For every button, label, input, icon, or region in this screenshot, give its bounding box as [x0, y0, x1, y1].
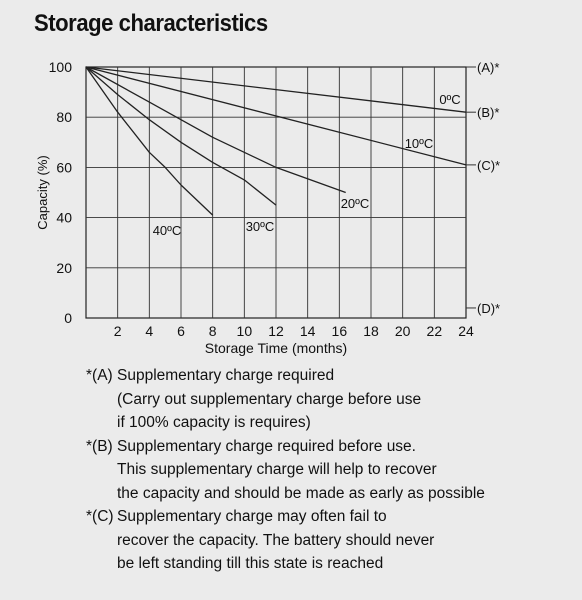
marker-label: (C)* [477, 158, 500, 173]
x-tick-label: 2 [114, 323, 122, 339]
note-b: *(B) Supplementary charge required befor… [86, 435, 566, 506]
note-line: (Carry out supplementary charge before u… [117, 390, 422, 408]
series-line [85, 66, 467, 113]
series-label: 0ºC [439, 92, 460, 107]
y-axis-title: Capacity (%) [35, 155, 50, 229]
notes: *(A) Supplementary charge required (Carr… [86, 364, 566, 576]
series-label: 10ºC [405, 136, 434, 151]
x-tick-label: 20 [395, 323, 411, 339]
series-line [85, 66, 277, 206]
x-tick-label: 14 [300, 323, 316, 339]
note-line: This supplementary charge will help to r… [117, 461, 437, 478]
y-tick-label: 80 [56, 109, 72, 125]
x-tick-label: 4 [145, 323, 153, 339]
x-tick-label: 24 [458, 323, 474, 339]
note-key: *(B) [86, 437, 113, 455]
note-line: Supplementary charge required before use… [117, 437, 416, 455]
x-tick-label: 6 [177, 323, 185, 339]
note-key: *(A) [86, 367, 113, 384]
series-label: 20ºC [341, 196, 370, 211]
marker-label: (A)* [477, 60, 499, 75]
marker-label: (D)* [477, 301, 500, 316]
storage-chart: 2 4 6 8 10 12 14 16 18 20 22 24020406080100Storage … [35, 59, 500, 356]
series-line [85, 66, 346, 194]
x-axis-title: Storage Time (months) [205, 340, 347, 356]
note-a: *(A) Supplementary charge required (Carr… [86, 364, 566, 435]
note-line: if 100% capacity is requires) [117, 414, 311, 431]
note-c: *(C) Supplementary charge may often fail… [86, 505, 566, 576]
x-tick-label: 18 [363, 323, 379, 339]
series-label: 40ºC [153, 223, 182, 238]
y-tick-label: 20 [56, 260, 72, 276]
x-tick-label: 22 [427, 323, 443, 339]
marker-label: (B)* [477, 105, 499, 120]
x-tick-label: 8 [209, 323, 217, 339]
x-tick-label: 12 [268, 323, 284, 339]
note-line: Supplementary charge required [117, 367, 335, 384]
y-tick-label: 0 [64, 310, 72, 326]
note-line: the capacity and should be made as early… [117, 484, 485, 502]
series-label: 30ºC [246, 219, 275, 234]
note-key: *(C) [86, 508, 114, 525]
y-tick-label: 100 [49, 59, 73, 75]
x-tick-label: 10 [237, 323, 253, 339]
series-line [85, 66, 467, 166]
page-title: Storage characteristics [34, 10, 268, 37]
x-tick-label: 16 [332, 323, 348, 339]
note-line: recover the capacity. The battery should… [117, 531, 435, 549]
y-tick-label: 40 [56, 210, 72, 226]
note-line: Supplementary charge may often fail to [117, 508, 387, 525]
note-line: be left standing till this state is reac… [117, 555, 384, 572]
y-tick-label: 60 [56, 159, 72, 175]
series-line [85, 66, 214, 216]
